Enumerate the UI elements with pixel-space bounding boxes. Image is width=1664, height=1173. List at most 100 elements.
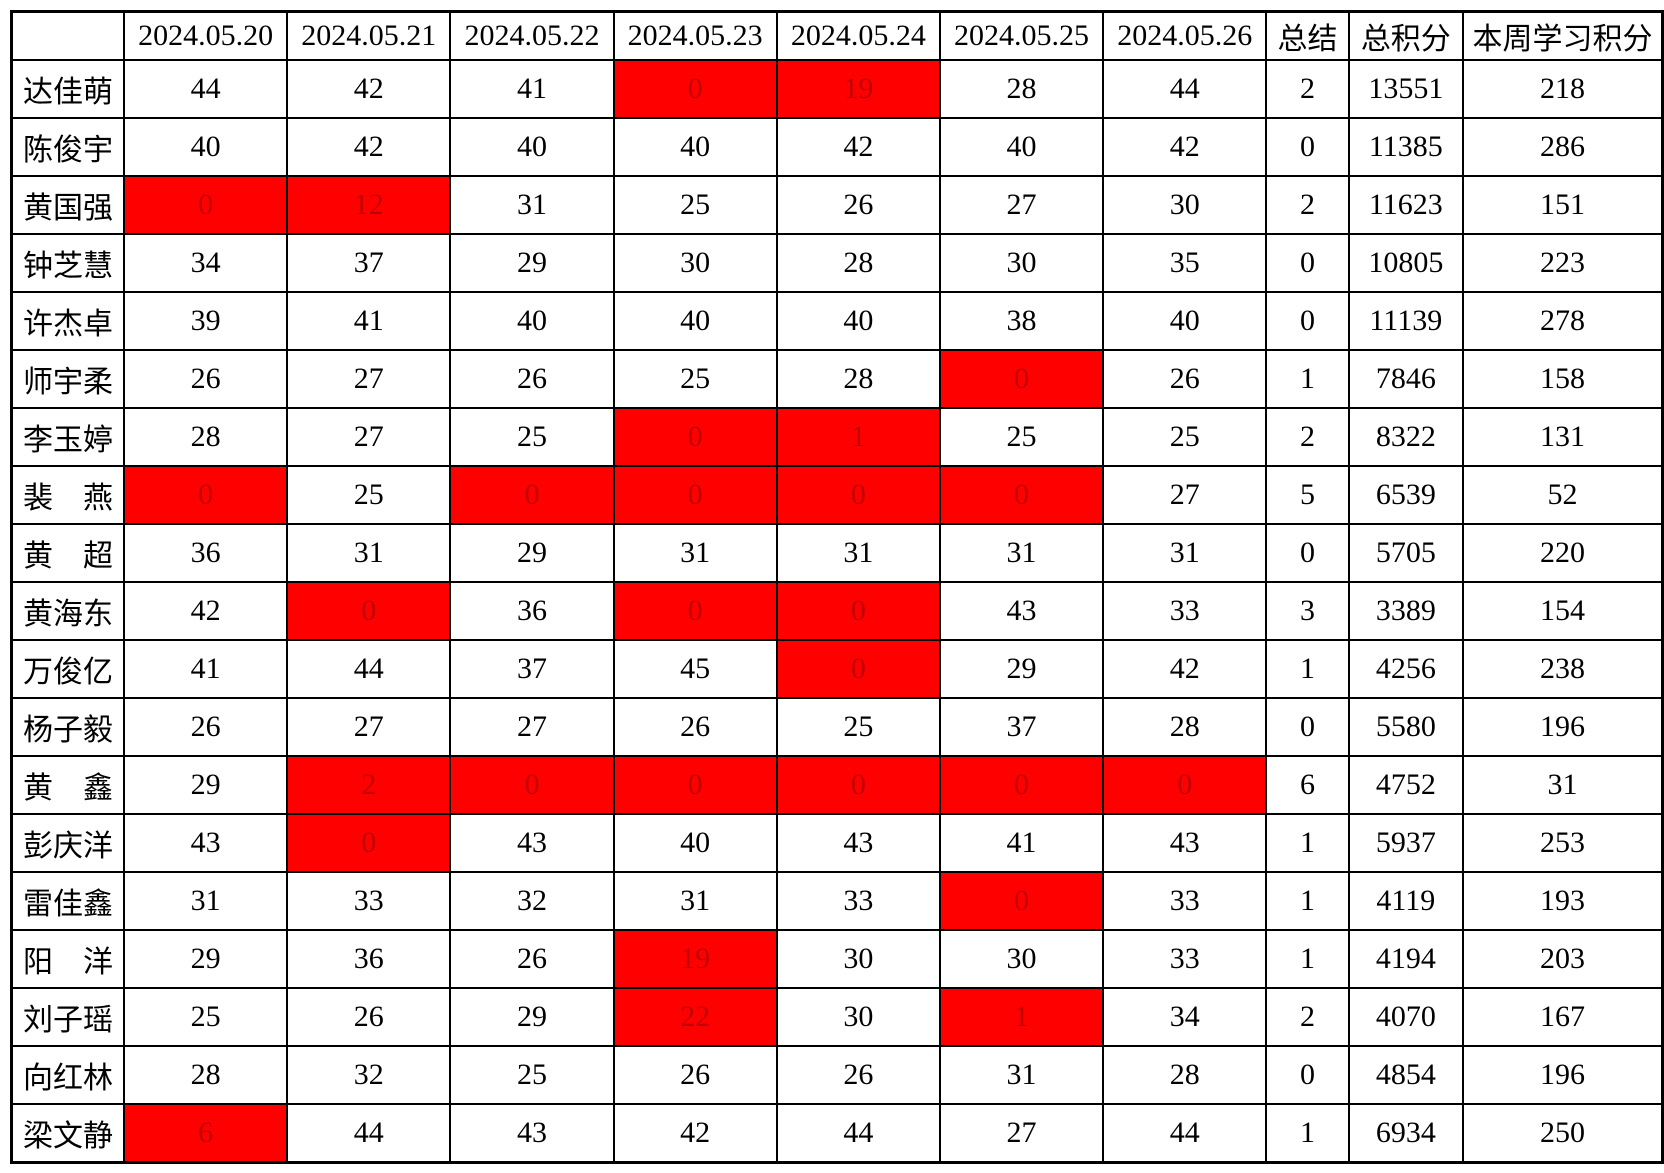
total-points-cell[interactable]: 4119 — [1347, 871, 1464, 931]
summary-cell[interactable]: 3 — [1265, 581, 1350, 641]
daily-score-cell[interactable]: 26 — [612, 1045, 778, 1105]
daily-score-cell[interactable]: 25 — [612, 349, 778, 409]
daily-score-cell[interactable]: 0 — [938, 755, 1105, 815]
week-points-cell[interactable]: 31 — [1461, 755, 1664, 815]
total-points-cell[interactable]: 6539 — [1347, 465, 1464, 525]
student-name-cell[interactable]: 向红林 — [10, 1045, 125, 1105]
daily-score-cell[interactable]: 42 — [1102, 639, 1268, 699]
student-name-cell[interactable]: 杨子毅 — [10, 697, 125, 757]
daily-score-cell[interactable]: 40 — [1102, 291, 1268, 351]
daily-score-cell[interactable]: 31 — [938, 1045, 1105, 1105]
student-name-cell[interactable]: 雷佳鑫 — [10, 871, 125, 931]
total-points-cell[interactable]: 11385 — [1347, 117, 1464, 177]
daily-score-cell[interactable]: 27 — [286, 697, 452, 757]
daily-score-cell[interactable]: 36 — [122, 523, 289, 583]
total-points-cell[interactable]: 7846 — [1347, 349, 1464, 409]
student-name-cell[interactable]: 许杰卓 — [10, 291, 125, 351]
daily-score-cell[interactable]: 29 — [449, 987, 615, 1047]
daily-score-cell[interactable]: 0 — [449, 755, 615, 815]
daily-score-cell[interactable]: 0 — [775, 465, 941, 525]
total-points-cell[interactable]: 4854 — [1347, 1045, 1464, 1105]
week-points-cell[interactable]: 223 — [1461, 233, 1664, 293]
daily-score-cell[interactable]: 0 — [1102, 755, 1268, 815]
daily-score-cell[interactable]: 27 — [449, 697, 615, 757]
daily-score-cell[interactable]: 29 — [122, 755, 289, 815]
daily-score-cell[interactable]: 26 — [122, 349, 289, 409]
summary-cell[interactable]: 1 — [1265, 1103, 1350, 1164]
total-points-cell[interactable]: 5580 — [1347, 697, 1464, 757]
date-header-0520[interactable]: 2024.05.20 — [122, 10, 289, 61]
daily-score-cell[interactable]: 33 — [775, 871, 941, 931]
daily-score-cell[interactable]: 42 — [286, 59, 452, 119]
daily-score-cell[interactable]: 35 — [1102, 233, 1268, 293]
student-name-cell[interactable]: 刘子瑶 — [10, 987, 125, 1047]
daily-score-cell[interactable]: 0 — [449, 465, 615, 525]
student-name-cell[interactable]: 钟芝慧 — [10, 233, 125, 293]
daily-score-cell[interactable]: 30 — [775, 987, 941, 1047]
student-name-cell[interactable]: 师宇柔 — [10, 349, 125, 409]
daily-score-cell[interactable]: 22 — [612, 987, 778, 1047]
week-points-cell[interactable]: 158 — [1461, 349, 1664, 409]
daily-score-cell[interactable]: 28 — [938, 59, 1105, 119]
date-header-0523[interactable]: 2024.05.23 — [612, 10, 778, 61]
week-points-cell[interactable]: 218 — [1461, 59, 1664, 119]
student-name-cell[interactable]: 李玉婷 — [10, 407, 125, 467]
week-points-cell[interactable]: 238 — [1461, 639, 1664, 699]
daily-score-cell[interactable]: 29 — [122, 929, 289, 989]
week-points-cell[interactable]: 154 — [1461, 581, 1664, 641]
daily-score-cell[interactable]: 40 — [612, 291, 778, 351]
daily-score-cell[interactable]: 31 — [938, 523, 1105, 583]
daily-score-cell[interactable]: 30 — [938, 929, 1105, 989]
daily-score-cell[interactable]: 0 — [122, 465, 289, 525]
daily-score-cell[interactable]: 43 — [1102, 813, 1268, 873]
daily-score-cell[interactable]: 28 — [775, 233, 941, 293]
daily-score-cell[interactable]: 31 — [449, 175, 615, 235]
daily-score-cell[interactable]: 40 — [449, 291, 615, 351]
total-points-cell[interactable]: 3389 — [1347, 581, 1464, 641]
total-points-cell[interactable]: 8322 — [1347, 407, 1464, 467]
student-name-cell[interactable]: 裴燕 — [10, 465, 125, 525]
daily-score-cell[interactable]: 30 — [938, 233, 1105, 293]
daily-score-cell[interactable]: 42 — [286, 117, 452, 177]
summary-cell[interactable]: 1 — [1265, 813, 1350, 873]
daily-score-cell[interactable]: 29 — [938, 639, 1105, 699]
week-points-cell[interactable]: 131 — [1461, 407, 1664, 467]
student-name-cell[interactable]: 达佳萌 — [10, 59, 125, 119]
daily-score-cell[interactable]: 37 — [938, 697, 1105, 757]
daily-score-cell[interactable]: 26 — [612, 697, 778, 757]
summary-cell[interactable]: 0 — [1265, 233, 1350, 293]
daily-score-cell[interactable]: 30 — [612, 233, 778, 293]
daily-score-cell[interactable]: 33 — [286, 871, 452, 931]
total-points-cell[interactable]: 4194 — [1347, 929, 1464, 989]
daily-score-cell[interactable]: 40 — [449, 117, 615, 177]
summary-cell[interactable]: 2 — [1265, 407, 1350, 467]
daily-score-cell[interactable]: 25 — [449, 1045, 615, 1105]
daily-score-cell[interactable]: 32 — [286, 1045, 452, 1105]
daily-score-cell[interactable]: 44 — [1102, 59, 1268, 119]
week-points-header[interactable]: 本周学习积分 — [1461, 10, 1664, 61]
daily-score-cell[interactable]: 44 — [286, 639, 452, 699]
summary-header[interactable]: 总结 — [1265, 10, 1350, 61]
daily-score-cell[interactable]: 33 — [1102, 581, 1268, 641]
summary-cell[interactable]: 1 — [1265, 871, 1350, 931]
daily-score-cell[interactable]: 1 — [775, 407, 941, 467]
week-points-cell[interactable]: 220 — [1461, 523, 1664, 583]
daily-score-cell[interactable]: 0 — [612, 755, 778, 815]
week-points-cell[interactable]: 193 — [1461, 871, 1664, 931]
daily-score-cell[interactable]: 41 — [286, 291, 452, 351]
daily-score-cell[interactable]: 31 — [122, 871, 289, 931]
daily-score-cell[interactable]: 28 — [1102, 697, 1268, 757]
daily-score-cell[interactable]: 26 — [122, 697, 289, 757]
daily-score-cell[interactable]: 37 — [286, 233, 452, 293]
daily-score-cell[interactable]: 26 — [775, 175, 941, 235]
daily-score-cell[interactable]: 40 — [122, 117, 289, 177]
daily-score-cell[interactable]: 36 — [449, 581, 615, 641]
total-points-cell[interactable]: 6934 — [1347, 1103, 1464, 1164]
date-header-0522[interactable]: 2024.05.22 — [449, 10, 615, 61]
daily-score-cell[interactable]: 0 — [612, 59, 778, 119]
daily-score-cell[interactable]: 32 — [449, 871, 615, 931]
daily-score-cell[interactable]: 26 — [1102, 349, 1268, 409]
date-header-0521[interactable]: 2024.05.21 — [286, 10, 452, 61]
summary-cell[interactable]: 0 — [1265, 697, 1350, 757]
daily-score-cell[interactable]: 31 — [612, 523, 778, 583]
